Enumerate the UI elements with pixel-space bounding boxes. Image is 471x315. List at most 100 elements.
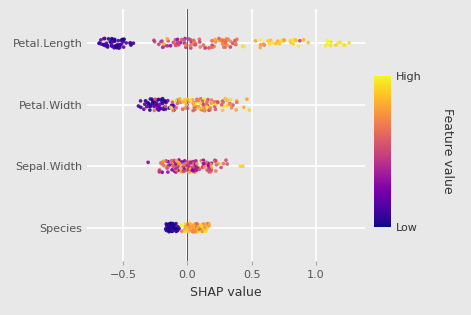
- Point: [192, 101, 199, 106]
- Point: [188, 228, 196, 233]
- Point: [212, 169, 219, 174]
- Point: [189, 224, 197, 229]
- Point: [114, 38, 122, 43]
- Point: [194, 225, 202, 230]
- Point: [193, 224, 201, 229]
- Point: [174, 37, 181, 42]
- Point: [201, 105, 208, 110]
- Point: [287, 39, 295, 44]
- Point: [184, 163, 192, 169]
- Point: [191, 226, 198, 232]
- Point: [207, 162, 215, 167]
- Point: [195, 98, 202, 103]
- Point: [345, 40, 353, 45]
- Point: [200, 43, 207, 48]
- Point: [112, 44, 119, 49]
- Point: [211, 37, 219, 42]
- Point: [164, 165, 171, 170]
- Point: [130, 41, 137, 46]
- Point: [156, 169, 163, 175]
- Point: [161, 98, 169, 103]
- Point: [206, 107, 213, 112]
- Point: [165, 226, 172, 231]
- Point: [197, 226, 205, 231]
- Point: [195, 106, 203, 111]
- Point: [200, 228, 207, 233]
- Point: [186, 225, 193, 230]
- Point: [168, 227, 175, 232]
- Point: [212, 39, 219, 44]
- Point: [163, 43, 171, 49]
- Point: [184, 163, 192, 168]
- Point: [196, 167, 203, 172]
- Point: [174, 162, 181, 167]
- Point: [194, 225, 201, 230]
- Point: [154, 106, 161, 112]
- Point: [201, 108, 209, 113]
- Point: [216, 38, 223, 43]
- Point: [140, 107, 147, 112]
- Point: [289, 37, 297, 43]
- Point: [187, 226, 195, 231]
- Point: [187, 98, 194, 103]
- Point: [196, 224, 204, 229]
- Point: [200, 223, 208, 228]
- Point: [191, 169, 199, 174]
- Point: [145, 160, 152, 165]
- Point: [189, 229, 196, 234]
- Point: [170, 108, 177, 113]
- Point: [189, 42, 196, 47]
- Point: [167, 222, 175, 227]
- Point: [161, 105, 168, 110]
- Point: [168, 103, 175, 108]
- Point: [189, 227, 196, 232]
- Point: [165, 222, 172, 227]
- Point: [257, 37, 265, 43]
- Point: [192, 158, 200, 163]
- Point: [193, 164, 200, 169]
- Point: [193, 97, 201, 102]
- Point: [189, 97, 196, 102]
- Point: [179, 169, 187, 174]
- Point: [116, 45, 123, 50]
- Point: [205, 222, 213, 227]
- Point: [203, 168, 211, 173]
- Point: [193, 225, 200, 230]
- Point: [158, 161, 166, 166]
- Point: [220, 104, 227, 109]
- Point: [181, 41, 188, 46]
- Point: [100, 43, 108, 48]
- Point: [174, 168, 181, 173]
- Point: [175, 160, 182, 165]
- Point: [211, 107, 219, 112]
- Point: [185, 227, 192, 232]
- Point: [211, 104, 219, 109]
- Point: [205, 45, 213, 50]
- Point: [267, 38, 275, 43]
- Point: [211, 44, 218, 49]
- Point: [158, 170, 166, 175]
- Point: [172, 169, 179, 175]
- Point: [177, 100, 184, 105]
- Point: [201, 222, 209, 227]
- Point: [200, 97, 208, 102]
- Point: [220, 45, 227, 50]
- Point: [164, 159, 172, 164]
- Point: [180, 169, 188, 174]
- Point: [191, 229, 198, 234]
- Point: [208, 43, 216, 48]
- Point: [192, 104, 199, 109]
- Point: [189, 224, 196, 229]
- Point: [185, 224, 192, 229]
- Point: [175, 168, 183, 173]
- Point: [175, 158, 183, 163]
- Point: [192, 42, 199, 47]
- Point: [186, 225, 193, 230]
- Point: [219, 108, 227, 113]
- Point: [167, 221, 175, 226]
- Point: [212, 162, 220, 167]
- Point: [200, 226, 207, 231]
- Point: [202, 45, 209, 50]
- Point: [187, 160, 195, 165]
- Point: [166, 225, 173, 230]
